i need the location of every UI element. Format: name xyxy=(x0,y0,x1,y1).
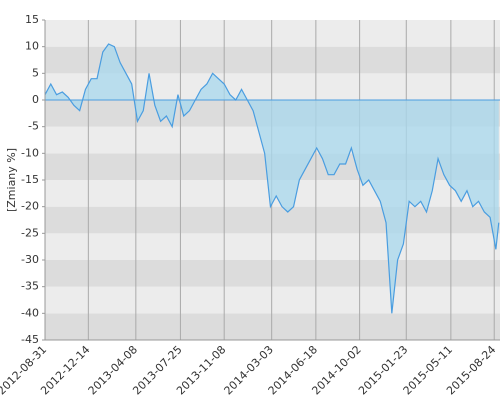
y-axis-label: [Zmiany %] xyxy=(5,148,18,212)
y-tick-label: -45 xyxy=(21,333,39,346)
y-tick-label: -15 xyxy=(21,173,39,186)
y-tick-label: -10 xyxy=(21,146,39,159)
y-tick-label: 15 xyxy=(25,13,39,26)
y-tick-label: 0 xyxy=(32,93,39,106)
y-tick-label: 5 xyxy=(32,66,39,79)
plot-band xyxy=(45,313,500,340)
y-tick-label: -25 xyxy=(21,226,39,239)
plot-band xyxy=(45,233,500,260)
y-tick-label: 10 xyxy=(25,40,39,53)
y-tick-label: -5 xyxy=(28,120,39,133)
area xyxy=(45,44,499,314)
plot-band xyxy=(45,20,500,47)
line xyxy=(44,43,500,314)
y-tick-label: -35 xyxy=(21,280,39,293)
plot-band xyxy=(45,206,500,234)
plot-band xyxy=(45,286,500,314)
y-tick-label: -30 xyxy=(21,253,39,266)
y-tick-label: -20 xyxy=(21,200,39,213)
y-tick-label: -40 xyxy=(21,306,39,319)
plot-band xyxy=(45,260,500,287)
